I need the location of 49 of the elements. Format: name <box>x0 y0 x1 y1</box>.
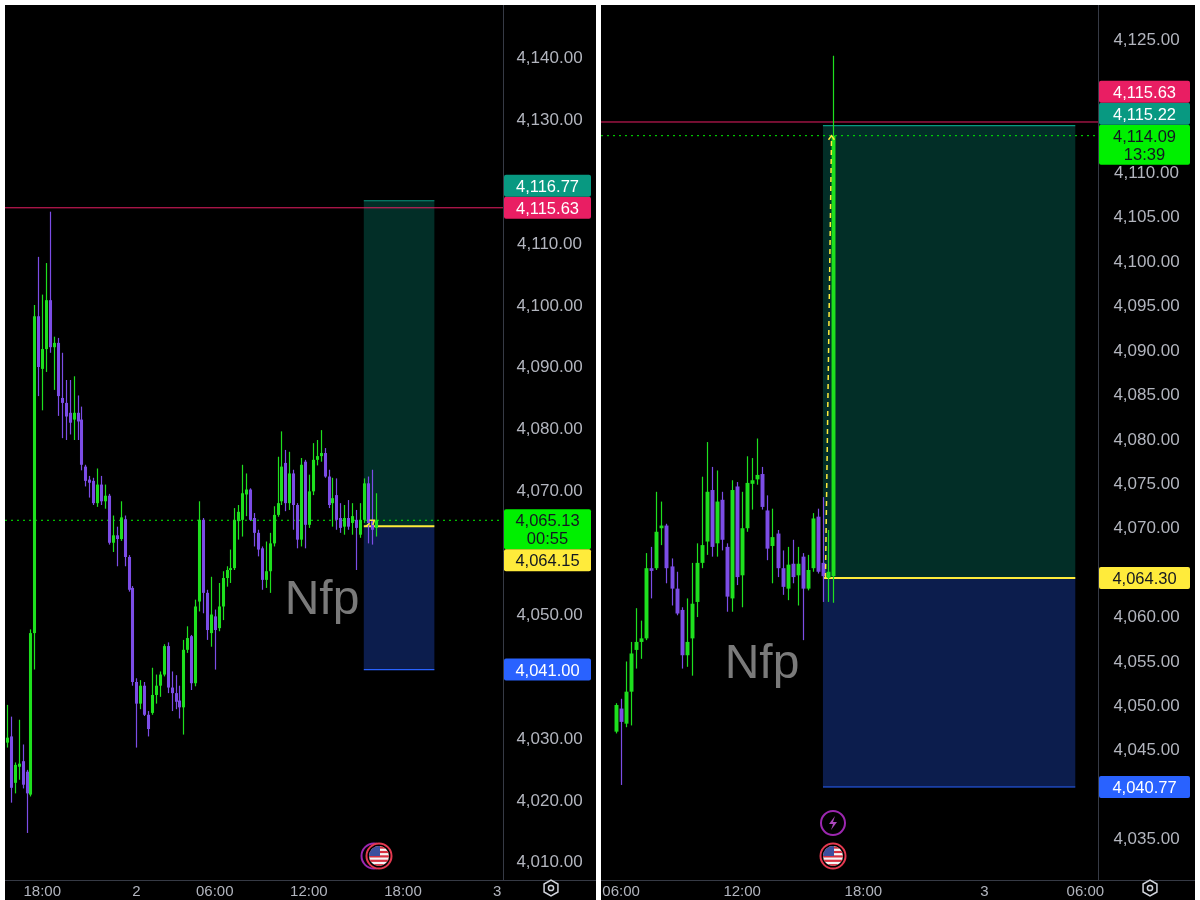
text: 4,041.00 <box>515 660 580 679</box>
ref-line-label: 4,115.63 <box>515 198 580 217</box>
y-tick-label: 4,110.00 <box>517 233 582 253</box>
y-tick-label: 4,045.00 <box>1113 739 1180 759</box>
x-tick-label: 18:00 <box>23 881 62 899</box>
text: 4,040.77 <box>1112 777 1177 796</box>
y-tick-label: 4,140.00 <box>516 47 583 67</box>
y-tick-label: 4,070.00 <box>1113 517 1180 537</box>
y-tick-label: 4,050.00 <box>1113 695 1180 715</box>
y-tick-label: 4,130.00 <box>516 109 583 129</box>
y-tick-label: 4,090.00 <box>516 356 583 376</box>
y-tick-label: 4,080.00 <box>1113 429 1180 448</box>
x-tick-label: 06:00 <box>1066 881 1105 899</box>
text: 4,064.15 <box>515 551 580 570</box>
x-tick-label: 2 <box>132 881 141 899</box>
ref-line-label: 4,114.09 13:39 <box>1112 126 1177 163</box>
x-tick-label: 12:00 <box>290 881 328 899</box>
x-tick-label: 3 <box>492 881 502 899</box>
y-tick-label: 4,050.00 <box>516 604 583 624</box>
y-tick-label: 4,075.00 <box>1113 473 1180 493</box>
y-tick-label: 4,020.00 <box>516 790 583 810</box>
y-tick-label: 4,100.00 <box>516 295 583 314</box>
y-tick-label: 4,060.00 <box>1113 606 1180 626</box>
y-tick-label: 4,125.00 <box>1113 29 1180 49</box>
text: 4,115.22 <box>1112 104 1177 123</box>
x-tick-label: 06:00 <box>196 881 234 899</box>
annotation: Nfp <box>284 571 360 624</box>
x-tick-label: 18:00 <box>844 881 883 899</box>
y-tick-label: 4,070.00 <box>516 480 583 500</box>
x-tick-label: 18:00 <box>384 881 422 899</box>
text: 4,064.30 <box>1112 568 1177 587</box>
x-tick-label: 12:00 <box>723 881 761 899</box>
y-tick-label: 4,080.00 <box>516 418 583 438</box>
text: 4,116.77 <box>515 176 580 195</box>
y-tick-label: 4,100.00 <box>1113 251 1180 271</box>
ref-line-label: 4,065.13 00:55 <box>515 511 580 548</box>
y-tick-label: 4,010.00 <box>516 851 583 871</box>
ref-line-label: 4,115.63 <box>1112 82 1177 101</box>
y-tick-label: 4,055.00 <box>1113 651 1180 671</box>
y-tick-label: 4,090.00 <box>1113 340 1180 360</box>
y-tick-label: 4,085.00 <box>1113 384 1180 404</box>
y-tick-label: 4,035.00 <box>1113 828 1180 848</box>
y-tick-label: 4,105.00 <box>1113 206 1180 226</box>
x-tick-label: 06:00 <box>602 881 640 899</box>
y-tick-label: 4,110.00 <box>1114 162 1179 182</box>
y-tick-label: 4,095.00 <box>1113 295 1180 315</box>
y-tick-label: 4,030.00 <box>516 728 583 748</box>
annotation: Nfp <box>724 635 800 688</box>
x-tick-label: 3 <box>980 881 989 899</box>
